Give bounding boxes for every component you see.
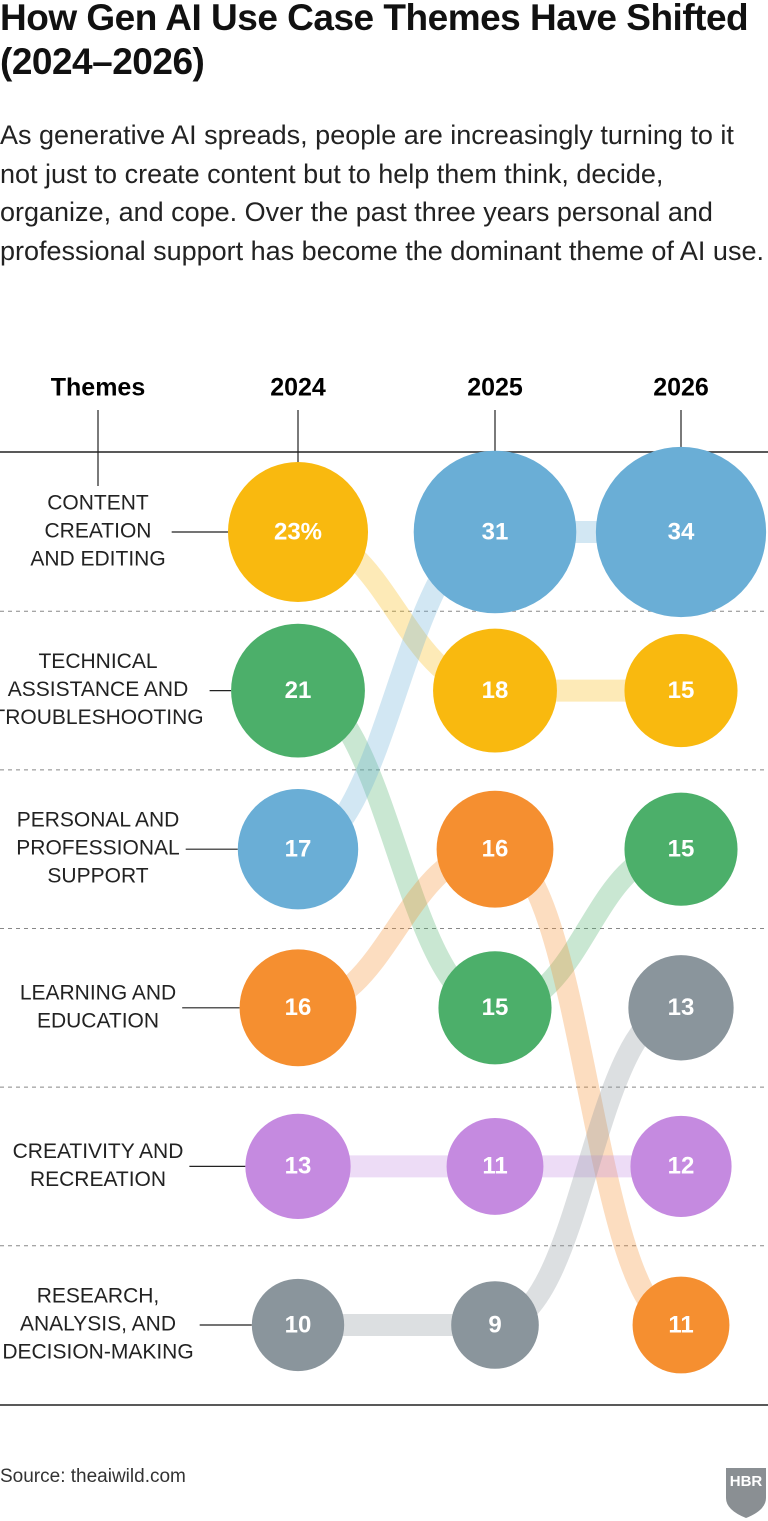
bubble — [237, 789, 359, 910]
bubble — [239, 949, 357, 1067]
logo-shield — [726, 1468, 766, 1518]
bubble — [433, 628, 557, 753]
category-label: ANALYSIS, AND — [20, 1313, 176, 1336]
category-label: DECISION-MAKING — [2, 1341, 193, 1364]
bubble — [451, 1281, 539, 1369]
bubble — [630, 1115, 732, 1217]
category-label: EDUCATION — [37, 1009, 159, 1032]
bubble — [624, 792, 738, 906]
bubble — [628, 955, 734, 1061]
bubble — [413, 450, 577, 614]
value-label: 15 — [482, 994, 509, 1021]
category-label: PERSONAL AND — [17, 809, 180, 832]
value-label: 11 — [482, 1153, 507, 1180]
value-label: 15 — [668, 836, 695, 863]
title: How Gen AI Use Case Themes Have Shifted … — [0, 0, 749, 82]
category-label: SUPPORT — [47, 865, 148, 888]
value-label: 16 — [285, 994, 312, 1021]
category-label: CONTENT — [47, 492, 149, 515]
value-label: 16 — [482, 836, 509, 863]
value-label: 21 — [285, 677, 312, 704]
value-label: 17 — [285, 836, 312, 863]
value-label: 13 — [668, 994, 695, 1021]
logo: HBR — [730, 1473, 763, 1490]
category-label: CREATIVITY AND — [13, 1140, 184, 1163]
category-label: LEARNING AND — [20, 981, 176, 1004]
bubble — [245, 1113, 351, 1220]
category-label: ASSISTANCE AND — [8, 678, 189, 701]
value-label: 18 — [482, 677, 509, 704]
value-label: 13 — [285, 1153, 312, 1180]
bubble — [251, 1278, 345, 1372]
bubble — [227, 461, 369, 603]
value-label: 9 — [488, 1311, 501, 1338]
value-label: 12 — [668, 1153, 695, 1180]
bubble — [595, 446, 767, 618]
bubble — [624, 634, 738, 748]
bubble — [436, 790, 554, 908]
x-label: 2026 — [653, 374, 709, 402]
value-label: 11 — [668, 1311, 693, 1338]
value-label: 23% — [274, 518, 322, 545]
bubble — [632, 1276, 730, 1374]
source: Source: theaiwild.com — [0, 1466, 186, 1487]
bubble — [438, 951, 552, 1065]
category-label: RESEARCH, — [37, 1285, 160, 1308]
value-label: 15 — [668, 677, 695, 704]
x-label: 2024 — [270, 374, 326, 402]
category-label: TECHNICAL — [38, 650, 157, 673]
category-label: CREATION — [45, 520, 152, 543]
category-label: AND EDITING — [30, 548, 165, 571]
subtitle: As generative AI spreads, people are inc… — [0, 120, 764, 266]
value-label: 10 — [285, 1311, 312, 1338]
bubble — [446, 1117, 544, 1215]
category-header: Themes — [51, 374, 145, 402]
bubble — [231, 623, 365, 758]
value-label: 34 — [668, 518, 695, 545]
x-label: 2025 — [467, 374, 523, 402]
category-label: RECREATION — [30, 1168, 166, 1191]
category-label: TROUBLESHOOTING — [0, 706, 204, 729]
value-label: 31 — [482, 518, 509, 545]
category-label: PROFESSIONAL — [16, 837, 179, 860]
